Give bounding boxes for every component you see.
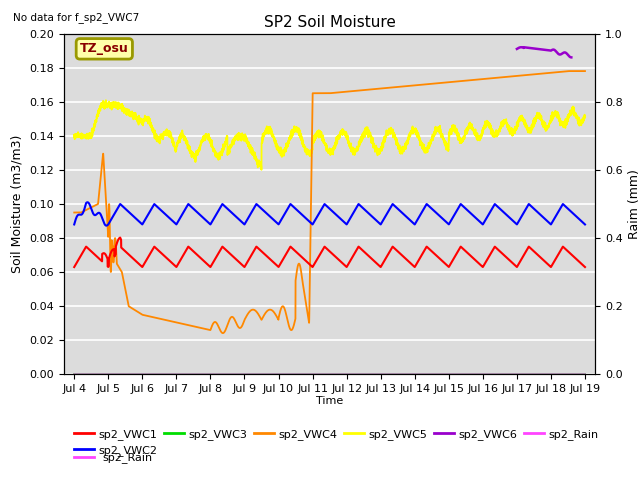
sp2_VWC2 [566, 207, 573, 213]
sp2_VWC4 [219, 330, 227, 336]
sp2_Rain [442, 372, 449, 377]
sp2_VWC6 [565, 53, 573, 59]
sp2_VWC4 [285, 323, 292, 329]
sp2_Rain [565, 372, 573, 377]
sp2_Rain [289, 372, 297, 377]
sp2_VWC3 [289, 372, 297, 377]
sp2_VWC4 [566, 68, 573, 74]
sp2_Rain [285, 372, 292, 377]
sp2_VWC4 [564, 68, 572, 74]
sp2_VWC2 [102, 223, 110, 228]
Legend: sp2_Rain: sp2_Rain [70, 448, 157, 468]
sp2_VWC5 [581, 115, 589, 120]
sp2_VWC1 [442, 261, 449, 267]
sp2_VWC4 [289, 325, 297, 331]
Line: sp2_VWC4: sp2_VWC4 [74, 71, 585, 333]
sp2_VWC2 [70, 222, 78, 228]
sp2_VWC4 [540, 71, 548, 76]
sp2_VWC6 [540, 47, 548, 53]
sp2_VWC5 [314, 129, 321, 135]
sp2_VWC5 [285, 138, 293, 144]
sp2_VWC1 [116, 235, 124, 240]
Text: No data for f_sp2_VWC7: No data for f_sp2_VWC7 [13, 12, 139, 23]
sp2_VWC3 [565, 372, 573, 377]
sp2_VWC3 [442, 372, 449, 377]
sp2_VWC1 [581, 264, 589, 270]
sp2_VWC1 [313, 256, 321, 262]
sp2_VWC4 [581, 68, 589, 74]
Text: TZ_osu: TZ_osu [80, 42, 129, 55]
sp2_VWC5 [566, 113, 573, 119]
sp2_VWC1 [289, 246, 297, 252]
sp2_VWC3 [285, 372, 292, 377]
X-axis label: Time: Time [316, 396, 343, 406]
Title: SP2 Soil Moisture: SP2 Soil Moisture [264, 15, 396, 30]
sp2_VWC4 [442, 80, 449, 85]
sp2_VWC5 [102, 97, 109, 103]
sp2_VWC5 [70, 132, 78, 138]
sp2_VWC1 [566, 250, 573, 255]
sp2_VWC4 [313, 90, 321, 96]
sp2_VWC3 [70, 372, 78, 377]
sp2_Rain [70, 372, 78, 377]
sp2_VWC1 [540, 258, 548, 264]
sp2_VWC2 [84, 199, 92, 205]
sp2_VWC2 [314, 214, 321, 219]
Y-axis label: Soil Moisture (m3/m3): Soil Moisture (m3/m3) [11, 135, 24, 273]
sp2_VWC3 [581, 372, 589, 377]
sp2_VWC5 [258, 167, 266, 173]
sp2_VWC2 [540, 215, 548, 221]
sp2_VWC4 [70, 210, 78, 216]
sp2_VWC2 [442, 218, 449, 224]
sp2_Rain [540, 372, 548, 377]
Y-axis label: Raim (mm): Raim (mm) [628, 169, 640, 239]
sp2_VWC2 [289, 204, 297, 209]
sp2_Rain [313, 372, 321, 377]
Line: sp2_VWC5: sp2_VWC5 [74, 100, 585, 170]
sp2_VWC1 [285, 246, 292, 252]
Line: sp2_VWC1: sp2_VWC1 [74, 238, 585, 267]
sp2_VWC3 [540, 372, 548, 377]
sp2_VWC5 [442, 141, 449, 147]
Line: sp2_VWC2: sp2_VWC2 [74, 202, 585, 226]
sp2_VWC5 [289, 130, 297, 135]
sp2_VWC5 [540, 122, 548, 128]
Line: sp2_VWC6: sp2_VWC6 [517, 47, 572, 58]
sp2_VWC3 [313, 372, 321, 377]
sp2_Rain [581, 372, 589, 377]
sp2_VWC2 [285, 204, 293, 209]
sp2_VWC1 [70, 264, 78, 270]
sp2_VWC2 [581, 222, 589, 228]
